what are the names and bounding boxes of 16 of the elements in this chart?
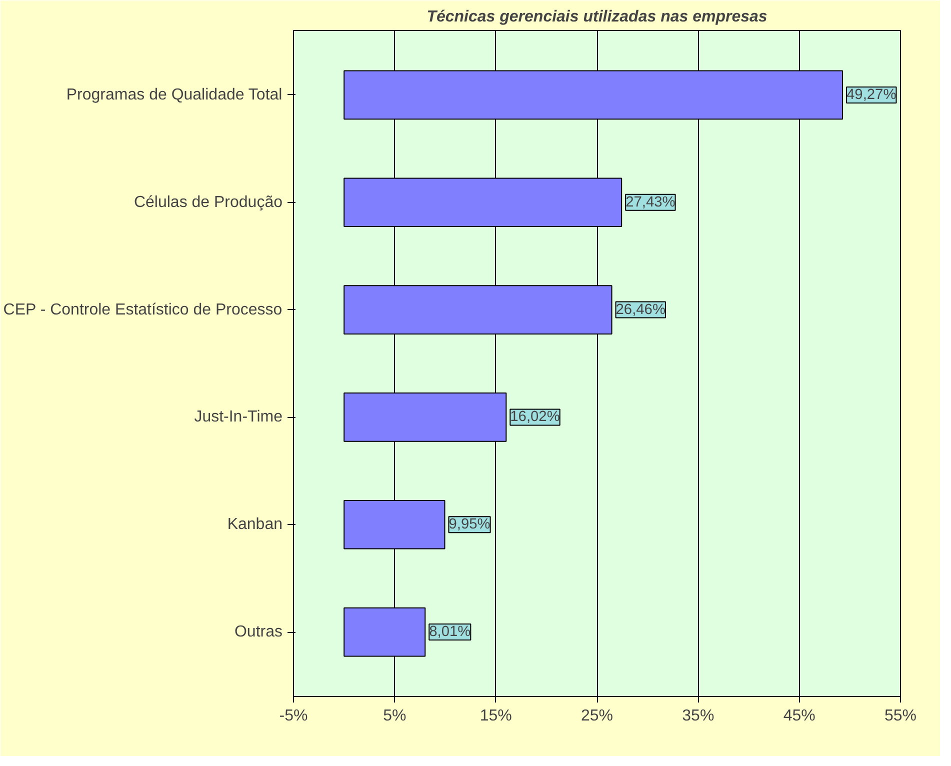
y-tick-label: Just-In-Time [194,408,283,426]
x-tick-label: 5% [383,708,406,724]
x-tick-label: 45% [783,708,816,724]
data-label: 26,46% [616,302,666,318]
y-tick-label: Kanban [227,516,283,534]
x-tick-label: -5% [279,708,308,724]
y-tick-label: Outras [234,624,282,641]
x-tick-label: 35% [682,708,714,724]
x-tick-label: 25% [580,708,614,724]
chart-title: Técnicas gerenciais utilizadas nas empresas [426,8,768,26]
data-label: 16,02% [510,409,560,426]
y-tick-label: Programas de Qualidade Total [66,86,282,104]
y-tick-label: CEP - Controle Estatístico de Processo [3,301,282,318]
x-tick-label: 15% [480,708,512,724]
y-tick-label: Células de Produção [134,194,283,211]
x-tick-label: 55% [884,708,917,724]
